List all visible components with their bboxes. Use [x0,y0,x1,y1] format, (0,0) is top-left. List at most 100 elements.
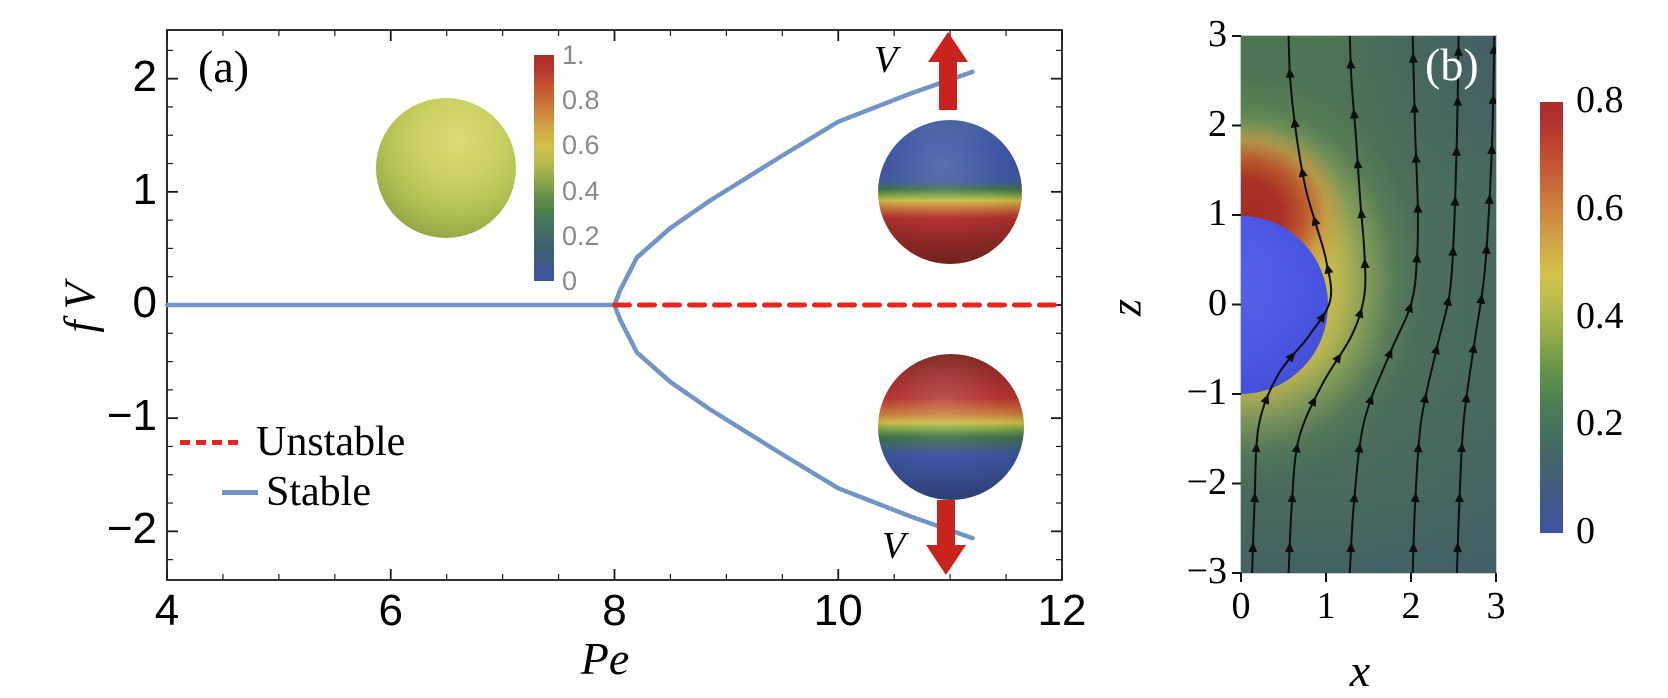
colorbar-b-tick-label: 0.6 [1576,186,1624,229]
streamline-arrowhead-icon [1410,102,1420,113]
z-tick-label-b: −1 [1186,371,1227,413]
colorbar-b-tick-label: 0.4 [1576,294,1624,337]
streamline-arrowhead-icon [1298,166,1308,178]
polarized-sphere-up-image [878,120,1022,264]
velocity-arrow-up [928,32,968,110]
streamline-arrowhead-icon [1419,392,1429,404]
velocity-arrow-down [926,500,966,575]
y-tick-label-a: −1 [106,391,157,441]
x-tick-label-a: 10 [813,586,863,635]
arrow-down-head-icon [926,545,966,575]
streamline-arrowhead-icon [1431,344,1440,355]
streamline-arrowhead-icon [1324,263,1334,275]
streamline [1287,36,1367,573]
z-tick-label-b: 2 [1208,102,1227,145]
streamline-arrowhead-icon [1285,67,1295,78]
x-tick-label-a: 12 [1037,586,1087,635]
streamline-arrowhead-icon [1287,492,1297,503]
panel-b-label: (b) [1425,39,1479,90]
colorbar-a-tick-label: 0.8 [562,85,600,116]
streamline [1411,36,1460,573]
x-tick-label-b: 3 [1486,585,1506,627]
streamline-arrowhead-icon [1408,52,1418,63]
velocity-label-top: V [874,39,898,81]
streamline [1455,36,1496,573]
streamline-arrowhead-icon [1349,492,1359,503]
colorbar-b-tick-label: 0.2 [1576,402,1624,445]
legend-stable-line-sample [222,490,258,495]
streamline-arrowhead-icon [1454,492,1464,503]
streamline-arrowhead-icon [1307,396,1317,407]
streamline-arrowhead-icon [1357,208,1367,219]
streamline-arrowhead-icon [1346,542,1356,553]
streamline-arrowhead-icon [1291,442,1301,453]
streamline-arrowhead-icon [1484,193,1494,205]
y-tick-label-a: 0 [132,278,157,327]
streamline [1348,36,1419,573]
streamline-arrowhead-icon [1353,158,1363,169]
y-axis-label-b: z [1101,298,1151,317]
y-tick-label-a: 1 [132,164,157,214]
legend-stable-label: Stable [266,469,371,515]
streamline-arrowhead-icon [1410,492,1420,503]
y-tick-label-a: −2 [106,504,157,554]
streamline-arrowhead-icon [1384,348,1393,359]
streamline-arrowhead-icon [1332,353,1342,364]
z-tick-label-b: 3 [1208,13,1227,55]
arrow-up-shaft [939,62,957,110]
streamline-arrowhead-icon [1487,143,1496,154]
streamline-arrowhead-icon [1448,245,1458,256]
streamline-arrowhead-icon [1360,257,1370,269]
colorbar-a [534,55,554,281]
streamline-arrowhead-icon [1481,243,1491,255]
streamline-arrowhead-icon [1248,542,1258,553]
streamline-arrowhead-icon [1457,442,1466,453]
x-axis-label-a: Pe [580,633,630,684]
streamline-arrowhead-icon [1354,442,1364,453]
streamline-arrowhead-icon [1489,43,1496,54]
streamline-arrowhead-icon [1251,442,1261,453]
streamline-arrowhead-icon [1453,542,1463,553]
colorbar-a-tick-label: 0 [562,266,578,296]
legend-unstable-label: Unstable [256,419,406,465]
z-tick-label-b: −3 [1186,550,1227,592]
z-tick-label-b: −2 [1186,460,1227,503]
streamlines-layer [1248,36,1496,573]
streamline-arrowhead-icon [1346,58,1356,69]
legend-unstable-line-sample [180,440,244,445]
streamline-arrowhead-icon [1411,152,1421,163]
streamline-arrowhead-icon [1451,145,1461,156]
streamline-arrowhead-icon [1404,302,1413,314]
x-tick-label-a: 8 [602,586,627,635]
colorbar-b [1540,102,1563,533]
streamline-arrowhead-icon [1476,293,1486,305]
z-tick-label-b: 0 [1208,281,1227,324]
colorbar-b-tick-label: 0.8 [1576,79,1624,121]
y-tick-label-a: 2 [132,51,157,101]
colorbar-a-tick-label: 0.2 [562,220,600,251]
x-tick-label-b: 1 [1316,585,1336,627]
polarized-sphere-down-image [878,354,1024,500]
streamline-arrowhead-icon [1285,542,1294,553]
streamline-arrowhead-icon [1250,492,1260,503]
streamline-arrowhead-icon [1468,342,1478,354]
streamline-arrowhead-icon [1350,108,1359,119]
streamline-arrowhead-icon [1450,195,1460,206]
streamline-arrowhead-icon [1354,307,1364,319]
streamline-arrowhead-icon [1290,117,1300,128]
colorbar-b-tick-label: 0 [1576,510,1595,552]
streamline-arrowhead-icon [1408,542,1418,553]
streamline-arrowhead-icon [1260,393,1269,405]
x-tick-label-b: 2 [1401,585,1421,627]
uniform-sphere-image [376,98,516,238]
x-axis-label-b: x [1349,645,1371,696]
streamline-arrowhead-icon [1453,45,1463,56]
colorbar-a-tick-label: 0.6 [562,130,600,161]
streamline-arrowhead-icon [1413,202,1423,213]
arrow-up-head-icon [928,32,968,62]
arrow-down-shaft [937,500,955,545]
streamline-arrowhead-icon [1316,312,1326,323]
panel-a-label: (a) [198,41,250,92]
velocity-label-bottom: V [882,525,906,567]
